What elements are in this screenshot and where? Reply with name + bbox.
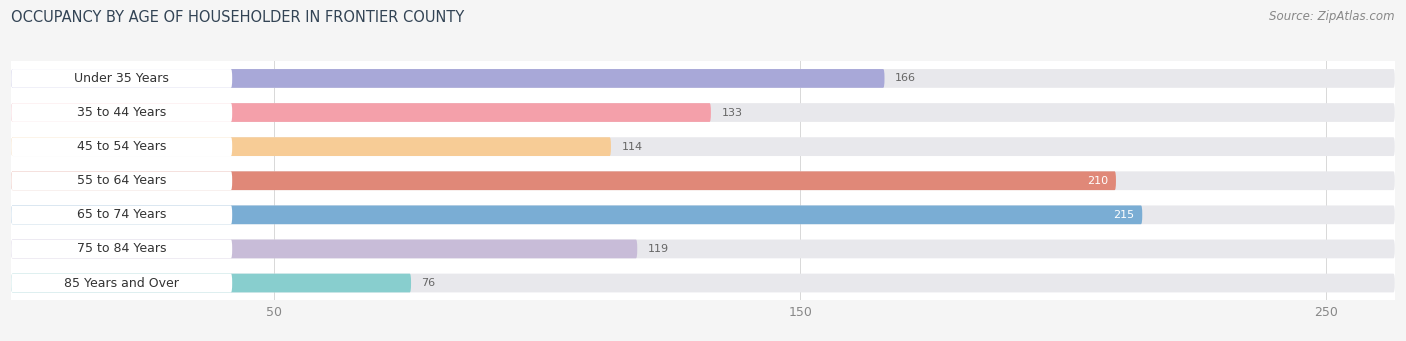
Text: 75 to 84 Years: 75 to 84 Years — [77, 242, 166, 255]
FancyBboxPatch shape — [11, 103, 1395, 122]
Text: Under 35 Years: Under 35 Years — [75, 72, 169, 85]
Text: 35 to 44 Years: 35 to 44 Years — [77, 106, 166, 119]
Text: Source: ZipAtlas.com: Source: ZipAtlas.com — [1270, 10, 1395, 23]
FancyBboxPatch shape — [11, 239, 637, 258]
FancyBboxPatch shape — [11, 137, 1395, 156]
Text: 85 Years and Over: 85 Years and Over — [65, 277, 179, 290]
FancyBboxPatch shape — [11, 205, 1142, 224]
Text: 76: 76 — [422, 278, 436, 288]
Text: 210: 210 — [1087, 176, 1108, 186]
FancyBboxPatch shape — [11, 137, 232, 156]
FancyBboxPatch shape — [11, 239, 232, 258]
FancyBboxPatch shape — [11, 273, 411, 292]
FancyBboxPatch shape — [11, 69, 232, 88]
Text: 166: 166 — [896, 73, 915, 84]
Text: 114: 114 — [621, 142, 643, 152]
FancyBboxPatch shape — [11, 103, 232, 122]
Text: 133: 133 — [721, 107, 742, 118]
FancyBboxPatch shape — [11, 137, 612, 156]
FancyBboxPatch shape — [11, 205, 1395, 224]
FancyBboxPatch shape — [11, 69, 1395, 88]
FancyBboxPatch shape — [11, 239, 1395, 258]
Text: 45 to 54 Years: 45 to 54 Years — [77, 140, 166, 153]
Text: 65 to 74 Years: 65 to 74 Years — [77, 208, 166, 221]
Text: 215: 215 — [1114, 210, 1135, 220]
FancyBboxPatch shape — [11, 103, 711, 122]
FancyBboxPatch shape — [11, 273, 232, 292]
FancyBboxPatch shape — [11, 172, 232, 190]
Text: 55 to 64 Years: 55 to 64 Years — [77, 174, 166, 187]
FancyBboxPatch shape — [11, 205, 232, 224]
FancyBboxPatch shape — [11, 273, 1395, 292]
FancyBboxPatch shape — [11, 172, 1116, 190]
FancyBboxPatch shape — [11, 172, 1395, 190]
FancyBboxPatch shape — [11, 69, 884, 88]
Text: 119: 119 — [648, 244, 669, 254]
Text: OCCUPANCY BY AGE OF HOUSEHOLDER IN FRONTIER COUNTY: OCCUPANCY BY AGE OF HOUSEHOLDER IN FRONT… — [11, 10, 464, 25]
